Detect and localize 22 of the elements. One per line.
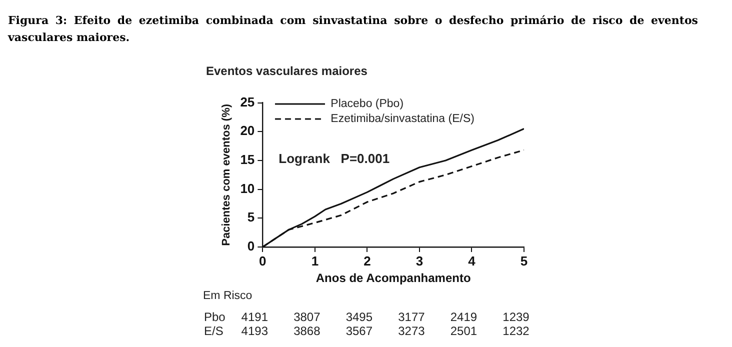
- y-tick-label: 25: [240, 94, 255, 110]
- y-tick-label: 15: [240, 152, 255, 168]
- text: Em Risco: [203, 290, 252, 302]
- text: Pbo 4191 3807 3495 3177 2419 1239: [204, 310, 530, 324]
- chart-title: Figura 3: Efeito de ezetimiba combinada com sinvastatina sobre o desfecho primário de risco de eventos vasculares maiores.: [8, 13, 698, 46]
- x-tick-label: 4: [468, 253, 476, 268]
- chart-subtitle: Eventos vasculares maiores: [206, 64, 368, 78]
- legend-label: Ezetimiba/sinvastatina (E/S): [330, 112, 474, 127]
- x-tick-label: 0: [259, 253, 266, 268]
- text: E/S 4193 3868 3567 3273 2501 1232: [204, 324, 530, 338]
- y-axis-title: Pacientes com eventos (%): [220, 104, 233, 246]
- x-tick-label: 5: [520, 253, 528, 268]
- x-tick-label: 1: [311, 253, 319, 268]
- x-axis-title: Anos de Acompanhamento: [316, 271, 471, 286]
- y-tick-label: 10: [240, 180, 255, 196]
- annotation: Logrank P=0.001: [278, 150, 390, 166]
- y-tick-label: 0: [247, 238, 255, 254]
- x-tick-label: 2: [364, 253, 371, 268]
- x-tick-label: 3: [416, 253, 424, 268]
- y-tick-label: 20: [240, 123, 255, 138]
- y-tick-label: 5: [247, 210, 255, 225]
- legend-label: Placebo (Pbo): [330, 96, 404, 112]
